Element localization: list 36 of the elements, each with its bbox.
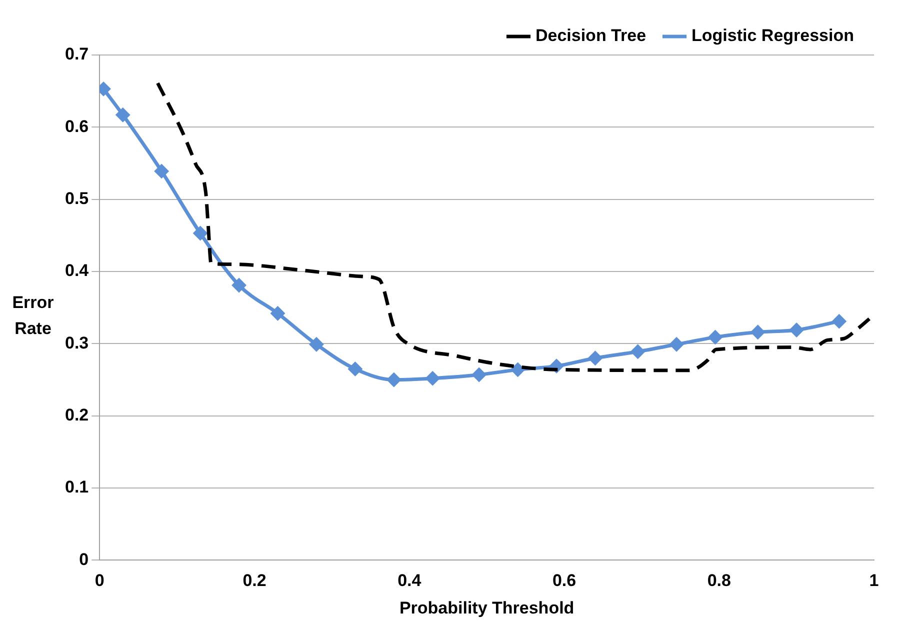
legend-label: Decision Tree (535, 26, 646, 46)
x-tick-label: 0.6 (552, 571, 576, 590)
point (472, 368, 486, 382)
point (832, 314, 846, 328)
point (751, 325, 765, 339)
y-tick-label: 0.5 (64, 189, 89, 208)
point (670, 338, 684, 352)
point (588, 351, 602, 365)
point (631, 344, 645, 358)
point (310, 338, 324, 352)
point (387, 373, 401, 387)
x-axis-title: Probability Threshold (399, 598, 574, 618)
y-tick-label: 0.2 (64, 406, 89, 425)
point (348, 362, 362, 376)
point (232, 278, 246, 292)
point (426, 372, 440, 386)
x-tick-label: 0 (94, 571, 104, 590)
point (511, 362, 525, 376)
x-tick-label: 1 (869, 571, 879, 590)
y-axis-title: Error Rate (11, 292, 55, 340)
point (194, 226, 208, 240)
y-tick-label: 0.6 (64, 116, 89, 136)
point (790, 323, 804, 337)
x-tick-label: 0.8 (707, 571, 731, 590)
y-tick-label: 0.7 (64, 44, 89, 64)
point (270, 306, 284, 320)
point (708, 330, 722, 344)
point (154, 164, 168, 178)
y-tick-label: 0.3 (64, 333, 89, 352)
y-tick-label: 0 (79, 550, 89, 569)
y-tick-label: 0.4 (64, 261, 90, 280)
legend-label: Logistic Regression (692, 26, 854, 46)
point (116, 108, 130, 122)
x-tick-label: 0.4 (398, 571, 422, 590)
x-tick-label: 0.2 (242, 571, 266, 590)
y-tick-label: 0.1 (64, 478, 89, 497)
